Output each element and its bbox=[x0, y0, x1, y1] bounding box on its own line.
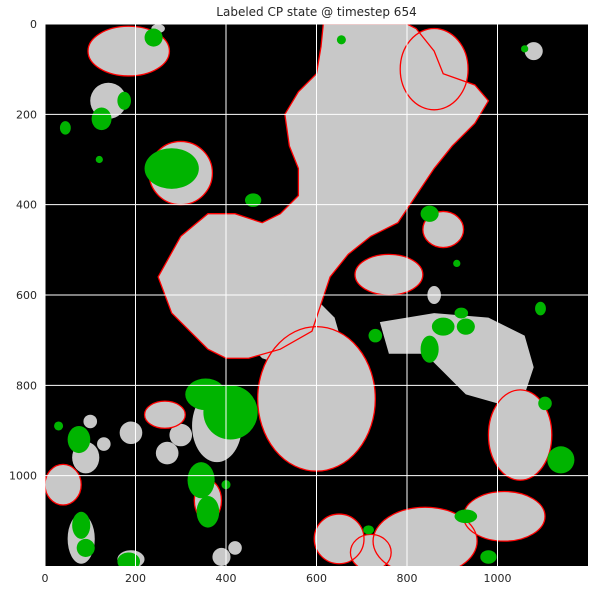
new-cold-pool-region-60 bbox=[245, 193, 262, 207]
cold-pool-boundary-region-37 bbox=[422, 210, 465, 249]
new-cold-pool-region-77 bbox=[54, 421, 64, 431]
cold-pool-boundary-region-45 bbox=[45, 463, 82, 506]
new-cold-pool-region-56 bbox=[91, 107, 112, 131]
cold-pool-interior-region-5 bbox=[400, 28, 469, 110]
x-tick-label-0: 0 bbox=[42, 572, 49, 585]
plot-area bbox=[44, 23, 588, 566]
new-cold-pool-region-74 bbox=[521, 45, 529, 53]
cold-pool-interior-region-3 bbox=[379, 313, 534, 404]
x-axis: 0 200 400 600 800 1000 bbox=[42, 572, 512, 585]
y-tick-label-1000: 1000 bbox=[9, 470, 37, 483]
new-cold-pool-region-66 bbox=[368, 328, 383, 343]
new-cold-pool-region-53 bbox=[72, 511, 91, 539]
x-tick-label-400: 400 bbox=[216, 572, 237, 585]
cold-pool-interior-region-19 bbox=[155, 441, 179, 465]
cold-pool-interior-region-4 bbox=[488, 389, 552, 481]
cold-pool-interior-region-0 bbox=[158, 24, 489, 359]
new-cold-pool-region-47 bbox=[144, 148, 199, 189]
new-cold-pool-region-52 bbox=[67, 425, 91, 454]
cold-pool-interior-region-30 bbox=[83, 414, 98, 429]
x-tick-label-1000: 1000 bbox=[484, 572, 512, 585]
new-cold-pool-region-54 bbox=[76, 538, 95, 557]
new-cold-pool-region-63 bbox=[431, 317, 455, 336]
new-cold-pool-region-57 bbox=[117, 91, 131, 110]
y-tick-label-0: 0 bbox=[30, 18, 37, 31]
new-cold-pool-region-72 bbox=[363, 525, 374, 535]
y-tick-label-800: 800 bbox=[16, 379, 37, 392]
new-cold-pool-region-58 bbox=[59, 121, 71, 135]
y-tick-label-400: 400 bbox=[16, 199, 37, 212]
new-cold-pool-region-70 bbox=[480, 550, 497, 564]
y-tick-label-200: 200 bbox=[16, 108, 37, 121]
cold-pool-boundary-region-34 bbox=[487, 389, 553, 481]
new-cold-pool-region-76 bbox=[95, 155, 103, 164]
new-cold-pool-region-67 bbox=[547, 446, 575, 474]
cold-pool-interior-region-12 bbox=[373, 507, 478, 566]
new-cold-pool-region-71 bbox=[454, 509, 478, 524]
new-cold-pool-region-55 bbox=[117, 552, 141, 566]
cold-pool-interior-region-25 bbox=[212, 547, 231, 566]
cold-pool-boundary-region-42 bbox=[313, 513, 365, 565]
chart-title: Labeled CP state @ timestep 654 bbox=[216, 5, 416, 19]
new-cold-pool-region-49 bbox=[203, 385, 258, 440]
cold-pool-interior-region-21 bbox=[45, 464, 82, 506]
cold-pool-boundary-region-32 bbox=[157, 24, 490, 359]
cold-pool-interior-region-2 bbox=[244, 295, 344, 368]
cold-pool-boundary-region-43 bbox=[143, 400, 186, 429]
cold-pool-boundary-region-46 bbox=[349, 533, 392, 566]
cold-pool-interior-region-26 bbox=[228, 541, 242, 555]
cold-pool-interior-region-17 bbox=[169, 423, 193, 447]
x-tick-label-200: 200 bbox=[125, 572, 146, 585]
new-cold-pool-region-65 bbox=[454, 307, 469, 319]
new-cold-pool-region-69 bbox=[538, 396, 552, 411]
y-tick-label-600: 600 bbox=[16, 289, 37, 302]
new-cold-pool-region-62 bbox=[420, 335, 439, 363]
cold-pool-interior-region-11 bbox=[463, 491, 546, 542]
cold-pool-interior-region-31 bbox=[97, 437, 111, 451]
new-cold-pool-region-61 bbox=[420, 205, 439, 222]
y-axis: 0 200 400 600 800 1000 bbox=[9, 18, 37, 483]
new-cold-pool-region-68 bbox=[535, 301, 546, 316]
cold-pool-interior-region-6 bbox=[354, 254, 423, 295]
new-cold-pool-region-51 bbox=[196, 495, 220, 528]
cold-pool-interior-region-16 bbox=[144, 401, 186, 429]
grid-lines bbox=[44, 23, 588, 566]
cold-pool-boundary-region-39 bbox=[87, 25, 171, 77]
new-cold-pool-region-75 bbox=[453, 259, 461, 267]
cold-pool-interior-region-18 bbox=[119, 421, 143, 445]
cold-pool-interior-region-14 bbox=[350, 534, 392, 566]
new-cold-pool-region-64 bbox=[456, 318, 475, 335]
new-cold-pool-region-73 bbox=[336, 35, 346, 45]
x-tick-label-800: 800 bbox=[397, 572, 418, 585]
x-tick-label-600: 600 bbox=[306, 572, 327, 585]
cold-pool-interior-region-28 bbox=[524, 42, 543, 61]
cold-pool-boundary-region-41 bbox=[372, 506, 478, 566]
new-cold-pool-region-50 bbox=[187, 462, 215, 499]
new-cold-pool-region-59 bbox=[144, 28, 163, 47]
cold-pool-boundary-region-35 bbox=[399, 27, 469, 111]
label-regions bbox=[45, 24, 575, 566]
